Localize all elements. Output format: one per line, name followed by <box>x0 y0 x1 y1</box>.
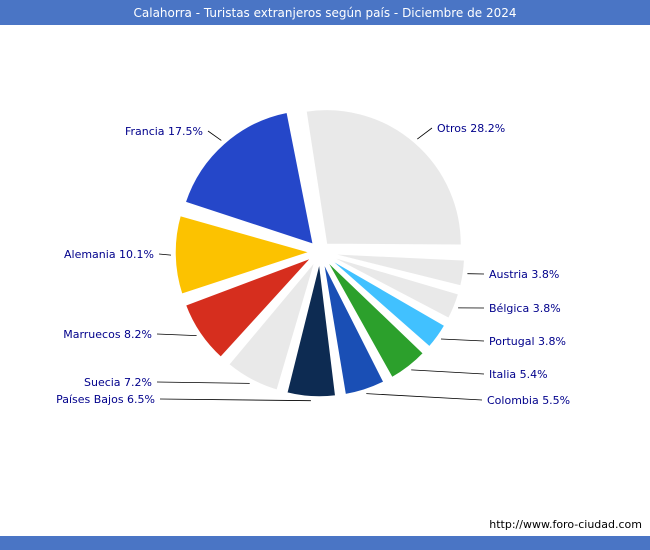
slice-label-otros: Otros 28.2% <box>437 122 505 135</box>
pie-slice-francia <box>184 111 315 246</box>
leader-line-francia <box>207 130 222 141</box>
pie-slice-b-lgica <box>328 255 460 320</box>
slice-label-b-lgica: Bélgica 3.8% <box>489 302 561 315</box>
slice-label-austria: Austria 3.8% <box>489 268 559 281</box>
leader-line-colombia <box>366 393 483 401</box>
leader-line-suecia <box>156 381 250 384</box>
slice-label-suecia: Suecia 7.2% <box>84 376 152 389</box>
pie-slice-suecia <box>227 260 317 392</box>
leader-line-marruecos <box>156 333 197 336</box>
title-bar: Calahorra - Turistas extranjeros según p… <box>0 0 650 25</box>
slice-label-italia: Italia 5.4% <box>489 368 548 381</box>
slice-label-francia: Francia 17.5% <box>125 125 203 138</box>
pie-slice-marruecos <box>184 256 313 359</box>
slice-label-alemania: Alemania 10.1% <box>64 248 154 261</box>
slice-label-pa-ses-bajos: Países Bajos 6.5% <box>56 393 155 406</box>
pie-slice-portugal <box>327 257 446 349</box>
footer-bar <box>0 536 650 550</box>
pie-slice-italia <box>325 259 425 379</box>
leader-line-pa-ses-bajos <box>159 398 311 402</box>
leader-line-alemania <box>158 253 172 256</box>
leader-line-italia <box>411 369 485 375</box>
pie-slice-colombia <box>322 261 386 396</box>
leader-line-portugal <box>440 338 485 342</box>
chart-title: Calahorra - Turistas extranjeros según p… <box>133 5 517 20</box>
slice-label-colombia: Colombia 5.5% <box>487 394 570 407</box>
footer-url-link[interactable]: http://www.foro-ciudad.com <box>489 518 642 531</box>
pie-slice-pa-ses-bajos <box>285 261 337 398</box>
pie-slice-otros <box>305 108 463 246</box>
pie-slice-alemania <box>174 214 313 296</box>
slice-label-marruecos: Marruecos 8.2% <box>63 328 152 341</box>
leader-line-otros <box>417 127 433 140</box>
pie-slice-austria <box>329 252 466 288</box>
slice-label-portugal: Portugal 3.8% <box>489 335 566 348</box>
